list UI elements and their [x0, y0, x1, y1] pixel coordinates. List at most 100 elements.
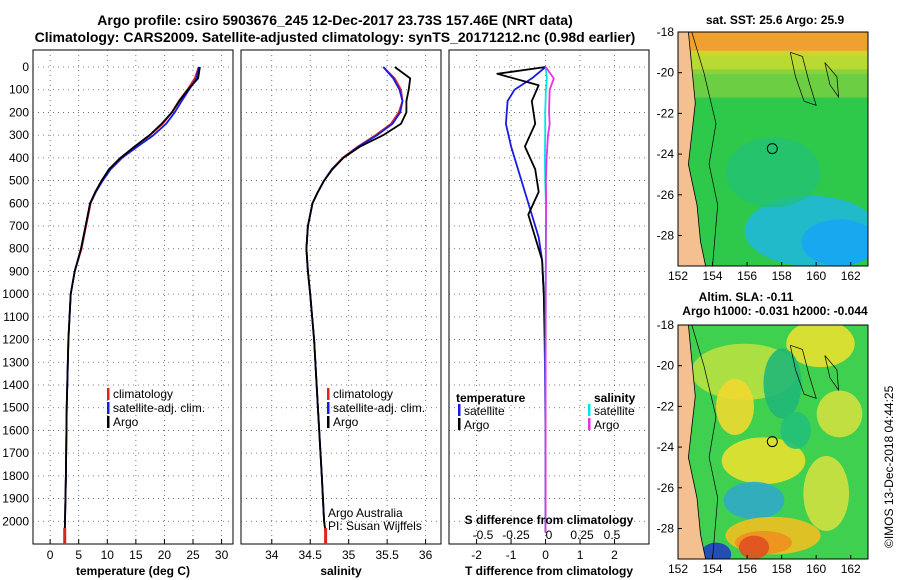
- sla_map-lon-tick-label: 162: [841, 562, 861, 576]
- depth-tick-label: 1600: [2, 423, 29, 437]
- depth-tick-label: 1900: [2, 492, 29, 506]
- title-line-2: Climatology: CARS2009. Satellite-adjuste…: [34, 29, 636, 45]
- temperature-tick-label: 5: [75, 548, 82, 562]
- sst-warm-band: [678, 32, 868, 56]
- sst-yellow-band: [678, 50, 868, 75]
- sst_map-lon-tick-label: 160: [806, 269, 826, 283]
- temperature-legend-climatology: climatology: [113, 387, 173, 401]
- sst_map-bathy-contour: [691, 32, 719, 266]
- depth-tick-label: 1700: [2, 446, 29, 460]
- diff-legend-swatch: [588, 418, 591, 430]
- difference-x2label: S difference from climatology: [465, 513, 634, 527]
- diff-legend-t-argo: Argo: [464, 418, 490, 432]
- sst-map-title: sat. SST: 25.6 Argo: 25.9: [706, 13, 845, 27]
- title-line-1: Argo profile: csiro 5903676_245 12-Dec-2…: [97, 12, 573, 28]
- sst_map-lat-tick-label: -24: [657, 147, 675, 161]
- sla_map-lat-tick-label: -28: [657, 521, 675, 535]
- sla_map-lat-tick-label: -20: [657, 359, 675, 373]
- sla_map-lon-tick-label: 152: [668, 562, 688, 576]
- sst_map-lon-tick-label: 162: [841, 269, 861, 283]
- sla_map-lat-tick-label: -22: [657, 399, 675, 413]
- temperature-legend-swatch: [107, 416, 110, 428]
- diff-legend-s-satellite: satellite: [594, 404, 635, 418]
- diff-legend-t-satellite: satellite: [464, 404, 505, 418]
- sla-anomaly-blob: [723, 481, 785, 520]
- temperature-series-argo: [63, 66, 201, 533]
- difference-tick-label: -2: [471, 548, 482, 562]
- depth-tick-label: 500: [9, 174, 29, 188]
- salinity-legend-satellite-adj: satellite-adj. clim.: [333, 401, 425, 415]
- salinity-legend-Argo: Argo: [333, 415, 359, 429]
- difference-x2-tick-label: -0.25: [502, 528, 530, 542]
- sst_map-lat-tick-label: -20: [657, 66, 675, 80]
- sst_map-lat-tick-label: -18: [657, 25, 675, 39]
- sla_map-bathy-contour: [691, 325, 719, 559]
- sst_map-lon-tick-label: 154: [703, 269, 723, 283]
- difference-tick-label: 1: [577, 548, 584, 562]
- sst_map-plateau-contour: [824, 62, 840, 99]
- sla_map-group: 152 154 156 158 160 162 -18 -20 -22 -24 -26 -28: [657, 318, 869, 576]
- sst_map-lon-tick-label: 152: [668, 269, 688, 283]
- sst_map-lon-tick-label: 158: [772, 269, 792, 283]
- salinity-legend-swatch: [327, 388, 330, 400]
- difference-x2-tick-label: -0.5: [473, 528, 494, 542]
- depth-tick-label: 1000: [2, 287, 29, 301]
- sla_map-profile-marker: [766, 436, 778, 448]
- difference-x2-tick-label: 0.25: [570, 528, 594, 542]
- sst_map-frame: [677, 31, 869, 267]
- temperature-tick-label: 0: [47, 548, 54, 562]
- sst_map-lat-tick-label: -28: [657, 228, 675, 242]
- salinity-frame: [240, 49, 442, 545]
- sla_map-lon-tick-label: 160: [806, 562, 826, 576]
- sla_map-plateau-contour: [789, 344, 817, 399]
- temperature-legend-satellite-adj: satellite-adj. clim.: [113, 401, 205, 415]
- sla_map-frame: [677, 324, 869, 560]
- sla_map-lat-tick-label: -26: [657, 481, 675, 495]
- depth-tick-label: 100: [9, 83, 29, 97]
- temperature-legend-Argo: Argo: [113, 415, 139, 429]
- sst_map-lat-tick-label: -26: [657, 188, 675, 202]
- salinity-series-argo: [305, 66, 412, 533]
- sst-mid-patch: [725, 137, 821, 208]
- difference-xlabel: T difference from climatology: [465, 564, 633, 578]
- diff-legend-s-argo: Argo: [594, 418, 620, 432]
- depth-tick-label: 1400: [2, 378, 29, 392]
- difference-series-s-argo: [544, 66, 555, 533]
- difference-tick-label: 2: [611, 548, 618, 562]
- salinity-tick-label: 36: [419, 548, 433, 562]
- imos-stamp: ©IMOS 13-Dec-2018 04:44:25: [882, 385, 896, 548]
- sla_map-plateau-contour: [824, 355, 840, 392]
- sst_map-land: [678, 32, 707, 266]
- temperature-bottom-marker: [63, 528, 67, 544]
- sla_map-land: [678, 325, 707, 559]
- diff-legend-swatch: [458, 418, 461, 430]
- depth-tick-label: 800: [9, 242, 29, 256]
- salinity-tick-label: 34.5: [299, 548, 323, 562]
- sla-anomaly-blob: [700, 542, 732, 559]
- depth-tick-label: 1300: [2, 355, 29, 369]
- sla_map-lon-tick-label: 156: [737, 562, 757, 576]
- depth-tick-label: 600: [9, 196, 29, 210]
- temperature-frame: [32, 49, 234, 545]
- sla-anomaly-blob: [738, 535, 770, 559]
- sla_map-lat-tick-label: -18: [657, 318, 675, 332]
- depth-tick-label: 0: [22, 60, 29, 74]
- depth-tick-label: 300: [9, 128, 29, 142]
- salinity-tick-label: 35: [342, 548, 356, 562]
- credit-line-2: PI: Susan Wijffels: [328, 519, 422, 533]
- sla-anomaly-blob: [786, 325, 855, 368]
- difference-series-t-argo: [496, 66, 547, 533]
- temperature-tick-label: 10: [101, 548, 115, 562]
- salinity-tick-label: 35.5: [375, 548, 399, 562]
- temperature-legend-swatch: [107, 388, 110, 400]
- diff-legend-swatch: [458, 404, 461, 416]
- difference-x2-tick-label: 0: [546, 528, 553, 542]
- diff-legend-temperature: temperature: [456, 391, 526, 405]
- temperature-tick-label: 30: [215, 548, 229, 562]
- sst_map-plateau-contour: [789, 51, 817, 106]
- depth-tick-label: 400: [9, 151, 29, 165]
- depth-tick-label: 2000: [2, 514, 29, 528]
- sst_map-lat-tick-label: -22: [657, 106, 675, 120]
- salinity-tick-label: 34: [265, 548, 279, 562]
